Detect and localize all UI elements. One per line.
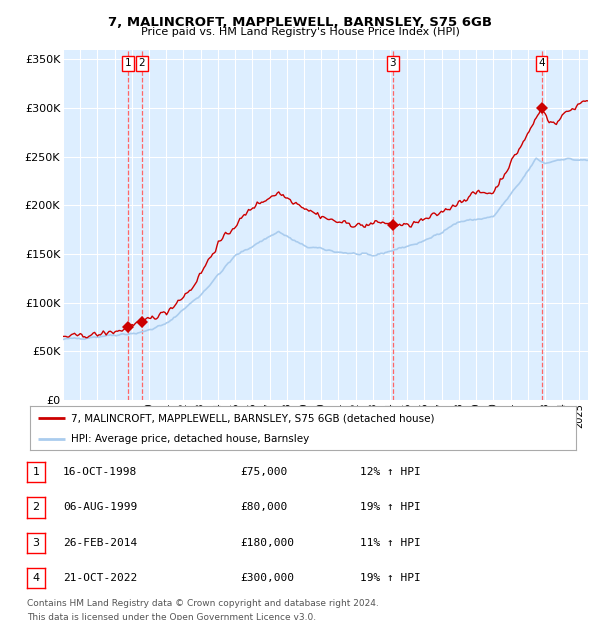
Text: 19% ↑ HPI: 19% ↑ HPI <box>360 573 421 583</box>
Text: Contains HM Land Registry data © Crown copyright and database right 2024.: Contains HM Land Registry data © Crown c… <box>27 599 379 608</box>
Text: 11% ↑ HPI: 11% ↑ HPI <box>360 538 421 548</box>
Text: 1: 1 <box>32 467 40 477</box>
Text: 12% ↑ HPI: 12% ↑ HPI <box>360 467 421 477</box>
Text: 2: 2 <box>32 502 40 513</box>
Text: 2: 2 <box>139 58 145 68</box>
Text: 16-OCT-1998: 16-OCT-1998 <box>63 467 137 477</box>
Text: 26-FEB-2014: 26-FEB-2014 <box>63 538 137 548</box>
Text: Price paid vs. HM Land Registry's House Price Index (HPI): Price paid vs. HM Land Registry's House … <box>140 27 460 37</box>
Text: 21-OCT-2022: 21-OCT-2022 <box>63 573 137 583</box>
Text: 7, MALINCROFT, MAPPLEWELL, BARNSLEY, S75 6GB: 7, MALINCROFT, MAPPLEWELL, BARNSLEY, S75… <box>108 16 492 29</box>
Text: HPI: Average price, detached house, Barnsley: HPI: Average price, detached house, Barn… <box>71 433 309 444</box>
Text: £300,000: £300,000 <box>240 573 294 583</box>
Text: 1: 1 <box>125 58 131 68</box>
Text: 06-AUG-1999: 06-AUG-1999 <box>63 502 137 513</box>
Text: 7, MALINCROFT, MAPPLEWELL, BARNSLEY, S75 6GB (detached house): 7, MALINCROFT, MAPPLEWELL, BARNSLEY, S75… <box>71 414 434 423</box>
Text: 4: 4 <box>538 58 545 68</box>
Text: 3: 3 <box>389 58 396 68</box>
Text: £180,000: £180,000 <box>240 538 294 548</box>
Text: 19% ↑ HPI: 19% ↑ HPI <box>360 502 421 513</box>
Text: £75,000: £75,000 <box>240 467 287 477</box>
Text: 3: 3 <box>32 538 40 548</box>
Text: £80,000: £80,000 <box>240 502 287 513</box>
Text: 4: 4 <box>32 573 40 583</box>
Text: This data is licensed under the Open Government Licence v3.0.: This data is licensed under the Open Gov… <box>27 613 316 620</box>
